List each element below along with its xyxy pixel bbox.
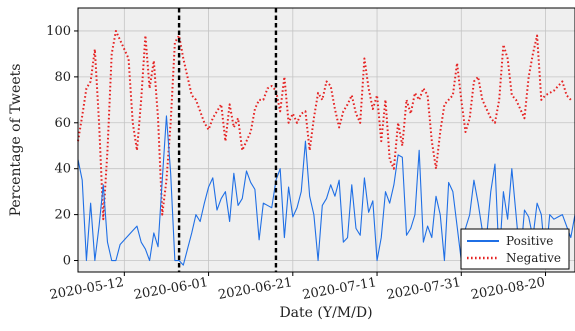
- x-tick-label: 2020-07-11: [301, 275, 377, 303]
- x-tick-label: 2020-07-31: [386, 275, 462, 303]
- y-axis-ticks: 0 20 40 60 80 100: [46, 24, 78, 269]
- x-tick-label: 2020-05-12: [49, 275, 125, 303]
- x-tick-label: 2020-06-21: [217, 275, 293, 303]
- x-axis-ticks: 2020-05-12 2020-06-01 2020-06-21 2020-07-11…: [49, 272, 546, 303]
- series-layer: [77, 29, 575, 266]
- plot-background: [78, 8, 575, 272]
- x-tick-label: 2020-08-20: [470, 275, 546, 303]
- y-tick-label: 100: [46, 24, 71, 39]
- y-tick-label: 80: [54, 70, 71, 85]
- plot-frame: [77, 7, 575, 273]
- y-tick-label: 40: [54, 162, 71, 177]
- x-tick-label: 2020-06-01: [133, 275, 209, 303]
- legend: Positive Negative: [460, 228, 570, 270]
- y-tick-label: 20: [54, 208, 71, 223]
- legend-negative-label: Negative: [506, 251, 561, 265]
- y-tick-label: 0: [63, 254, 71, 269]
- x-axis-title: Date (Y/M/D): [279, 305, 372, 321]
- series-negative-line: [77, 29, 572, 221]
- y-axis-title: Percentage of Tweets: [8, 64, 24, 217]
- legend-positive-label: Positive: [506, 234, 553, 248]
- y-tick-label: 60: [54, 116, 71, 131]
- legend-box: [460, 228, 570, 270]
- grid-lines: [78, 8, 575, 272]
- series-positive-line: [77, 115, 575, 266]
- vertical-markers: [177, 8, 278, 272]
